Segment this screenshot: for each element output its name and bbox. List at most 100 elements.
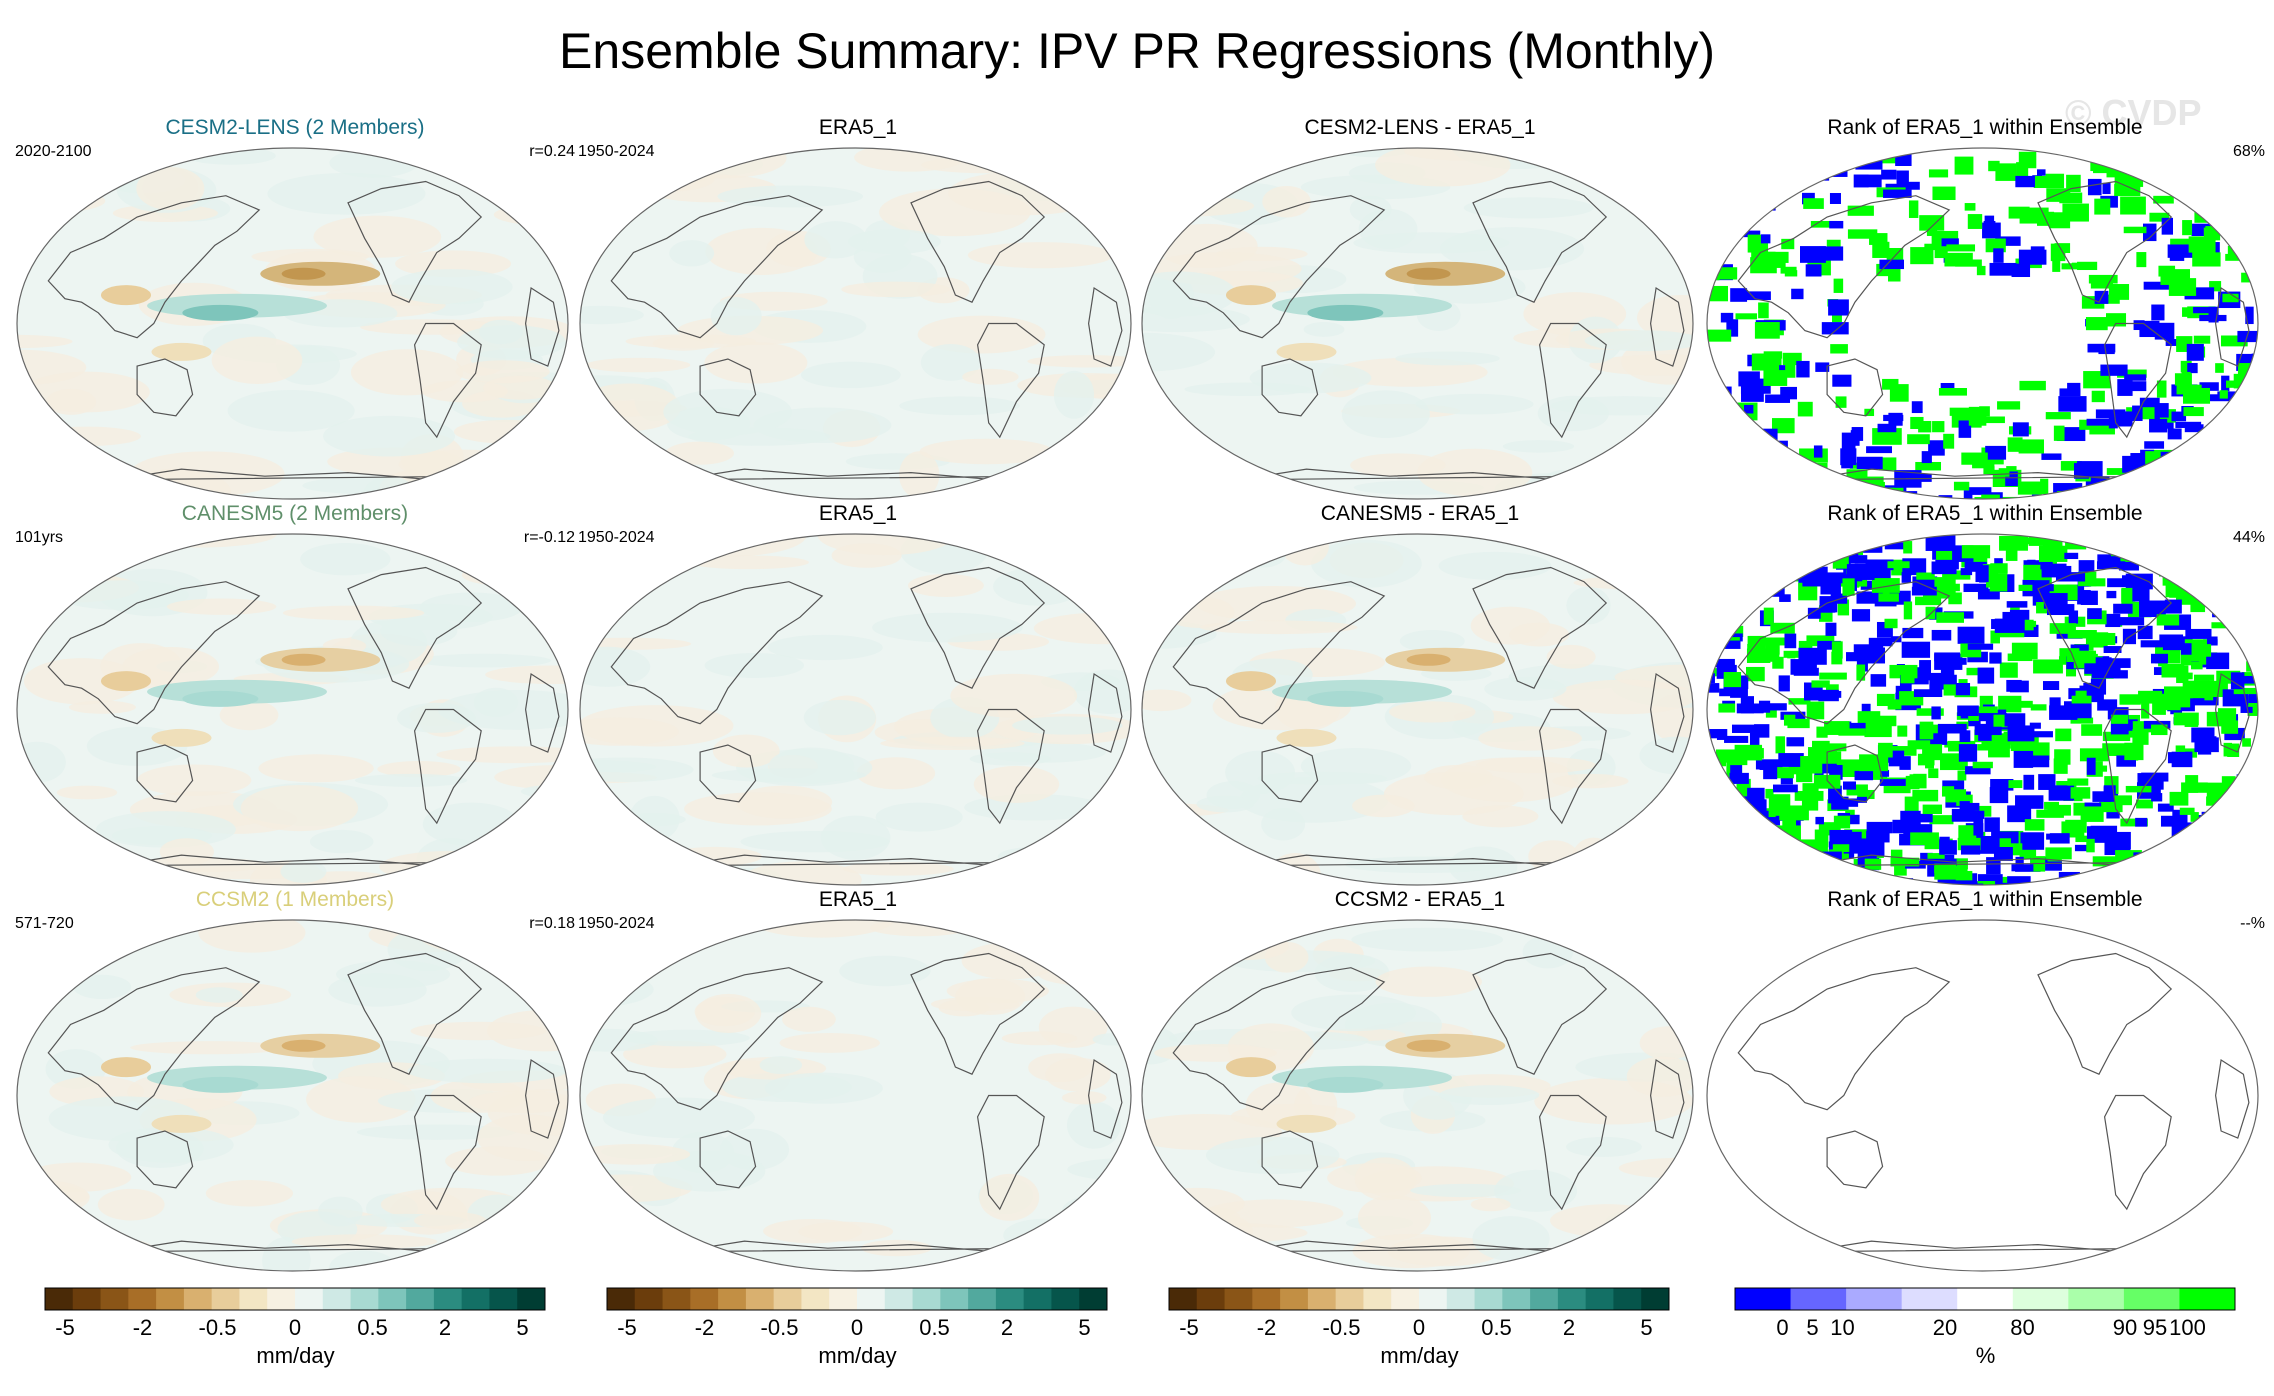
map-panel-r2-c3: CANESM5 - ERA5_1 (1140, 502, 1700, 892)
colorbar-swatch (2124, 1288, 2180, 1310)
world-map (578, 146, 1133, 501)
colorbar-tick-label: 100 (2169, 1315, 2206, 1341)
colorbar-swatch (1530, 1288, 1558, 1310)
colorbar-swatch (184, 1288, 212, 1310)
colorbar-swatch (267, 1288, 295, 1310)
map-panel-r1-c3: CESM2-LENS - ERA5_1 (1140, 116, 1700, 506)
world-map (15, 532, 570, 887)
colorbar-swatch (239, 1288, 267, 1310)
colorbar-tick-label: 2 (1563, 1315, 1575, 1341)
colorbar-swatch (1419, 1288, 1447, 1310)
colorbar-tick-label: 5 (1806, 1315, 1818, 1341)
colorbar-swatch (489, 1288, 517, 1310)
world-map (1140, 918, 1695, 1273)
colorbar-swatch (1447, 1288, 1475, 1310)
panel-title: CANESM5 - ERA5_1 (1140, 502, 1700, 526)
colorbar-tick-label: 0.5 (357, 1315, 388, 1341)
colorbar-swatch (885, 1288, 913, 1310)
colorbar-swatch (212, 1288, 240, 1310)
world-map (15, 146, 570, 501)
colorbar-swatch (2068, 1288, 2124, 1310)
colorbar-swatch (462, 1288, 490, 1310)
colorbar-swatch (1586, 1288, 1614, 1310)
panel-title: ERA5_1 (578, 888, 1138, 912)
world-map (578, 918, 1133, 1273)
colorbar-swatch (1308, 1288, 1336, 1310)
colorbar-swatch (1051, 1288, 1079, 1310)
colorbar-swatch (718, 1288, 746, 1310)
colorbar-swatch (1558, 1288, 1586, 1310)
colorbar-tick-label: 2 (439, 1315, 451, 1341)
colorbar-swatch (128, 1288, 156, 1310)
colorbar-swatch (746, 1288, 774, 1310)
colorbar-tick-label: -5 (55, 1315, 75, 1341)
colorbar-tick-label: -0.5 (1323, 1315, 1361, 1341)
panel-title: Rank of ERA5_1 within Ensemble (1705, 888, 2265, 912)
colorbar-swatch (406, 1288, 434, 1310)
colorbar-swatch (1169, 1288, 1197, 1310)
colorbar-swatch (1024, 1288, 1052, 1310)
colorbar-swatch (1502, 1288, 1530, 1310)
colorbar-swatch (690, 1288, 718, 1310)
colorbar-swatch (774, 1288, 802, 1310)
colorbar-swatch (829, 1288, 857, 1310)
panel-title: CCSM2 (1 Members) (15, 888, 575, 912)
panel-title: CESM2-LENS - ERA5_1 (1140, 116, 1700, 140)
colorbar-swatch (857, 1288, 885, 1310)
colorbar-tick-label: 0.5 (919, 1315, 950, 1341)
panel-title: CANESM5 (2 Members) (15, 502, 575, 526)
colorbar-swatch (351, 1288, 379, 1310)
colorbar-units: % (1733, 1343, 2238, 1369)
colorbar-swatch (2013, 1288, 2069, 1310)
world-map (1705, 146, 2260, 501)
world-map (15, 918, 570, 1273)
colorbar-swatch (1363, 1288, 1391, 1310)
colorbar-tick-label: -2 (695, 1315, 715, 1341)
figure-title: Ensemble Summary: IPV PR Regressions (Mo… (0, 22, 2274, 80)
colorbar-swatch (913, 1288, 941, 1310)
colorbar-tick-label: -5 (617, 1315, 637, 1341)
panel-title: CESM2-LENS (2 Members) (15, 116, 575, 140)
colorbar-units: mm/day (1167, 1343, 1672, 1369)
colorbar-swatch (607, 1288, 635, 1310)
colorbar-units: mm/day (605, 1343, 1110, 1369)
world-map (1705, 918, 2260, 1273)
colorbar-tick-label: 0 (1413, 1315, 1425, 1341)
panel-title: Rank of ERA5_1 within Ensemble (1705, 502, 2265, 526)
colorbar-tick-label: 5 (1640, 1315, 1652, 1341)
colorbar-tick-label: 2 (1001, 1315, 1013, 1341)
colorbar-swatch (1079, 1288, 1107, 1310)
colorbar-tick-label: 0.5 (1481, 1315, 1512, 1341)
colorbar-units: mm/day (43, 1343, 548, 1369)
colorbar-tick-label: 95 (2143, 1315, 2167, 1341)
colorbar-tick-label: -2 (1257, 1315, 1277, 1341)
colorbar-swatch (968, 1288, 996, 1310)
colorbar-swatch (1197, 1288, 1225, 1310)
map-panel-r3-c3: CCSM2 - ERA5_1 (1140, 888, 1700, 1278)
world-map (1140, 532, 1695, 887)
colorbar-tick-label: 0 (289, 1315, 301, 1341)
world-map (578, 532, 1133, 887)
colorbar-swatch (1613, 1288, 1641, 1310)
map-panel-r3-c4: Rank of ERA5_1 within Ensemble--% (1705, 888, 2265, 1278)
colorbar-tick-label: 90 (2113, 1315, 2137, 1341)
colorbar-swatch (940, 1288, 968, 1310)
colorbar-swatch (1391, 1288, 1419, 1310)
panel-title: ERA5_1 (578, 502, 1138, 526)
colorbar-swatch (1735, 1288, 1791, 1310)
colorbar-swatch (663, 1288, 691, 1310)
colorbar-swatch (1225, 1288, 1253, 1310)
colorbar-swatch (1791, 1288, 1847, 1310)
colorbar-swatch (156, 1288, 184, 1310)
colorbar-swatch (1280, 1288, 1308, 1310)
colorbar-tick-label: 5 (516, 1315, 528, 1341)
colorbar-swatch (1475, 1288, 1503, 1310)
